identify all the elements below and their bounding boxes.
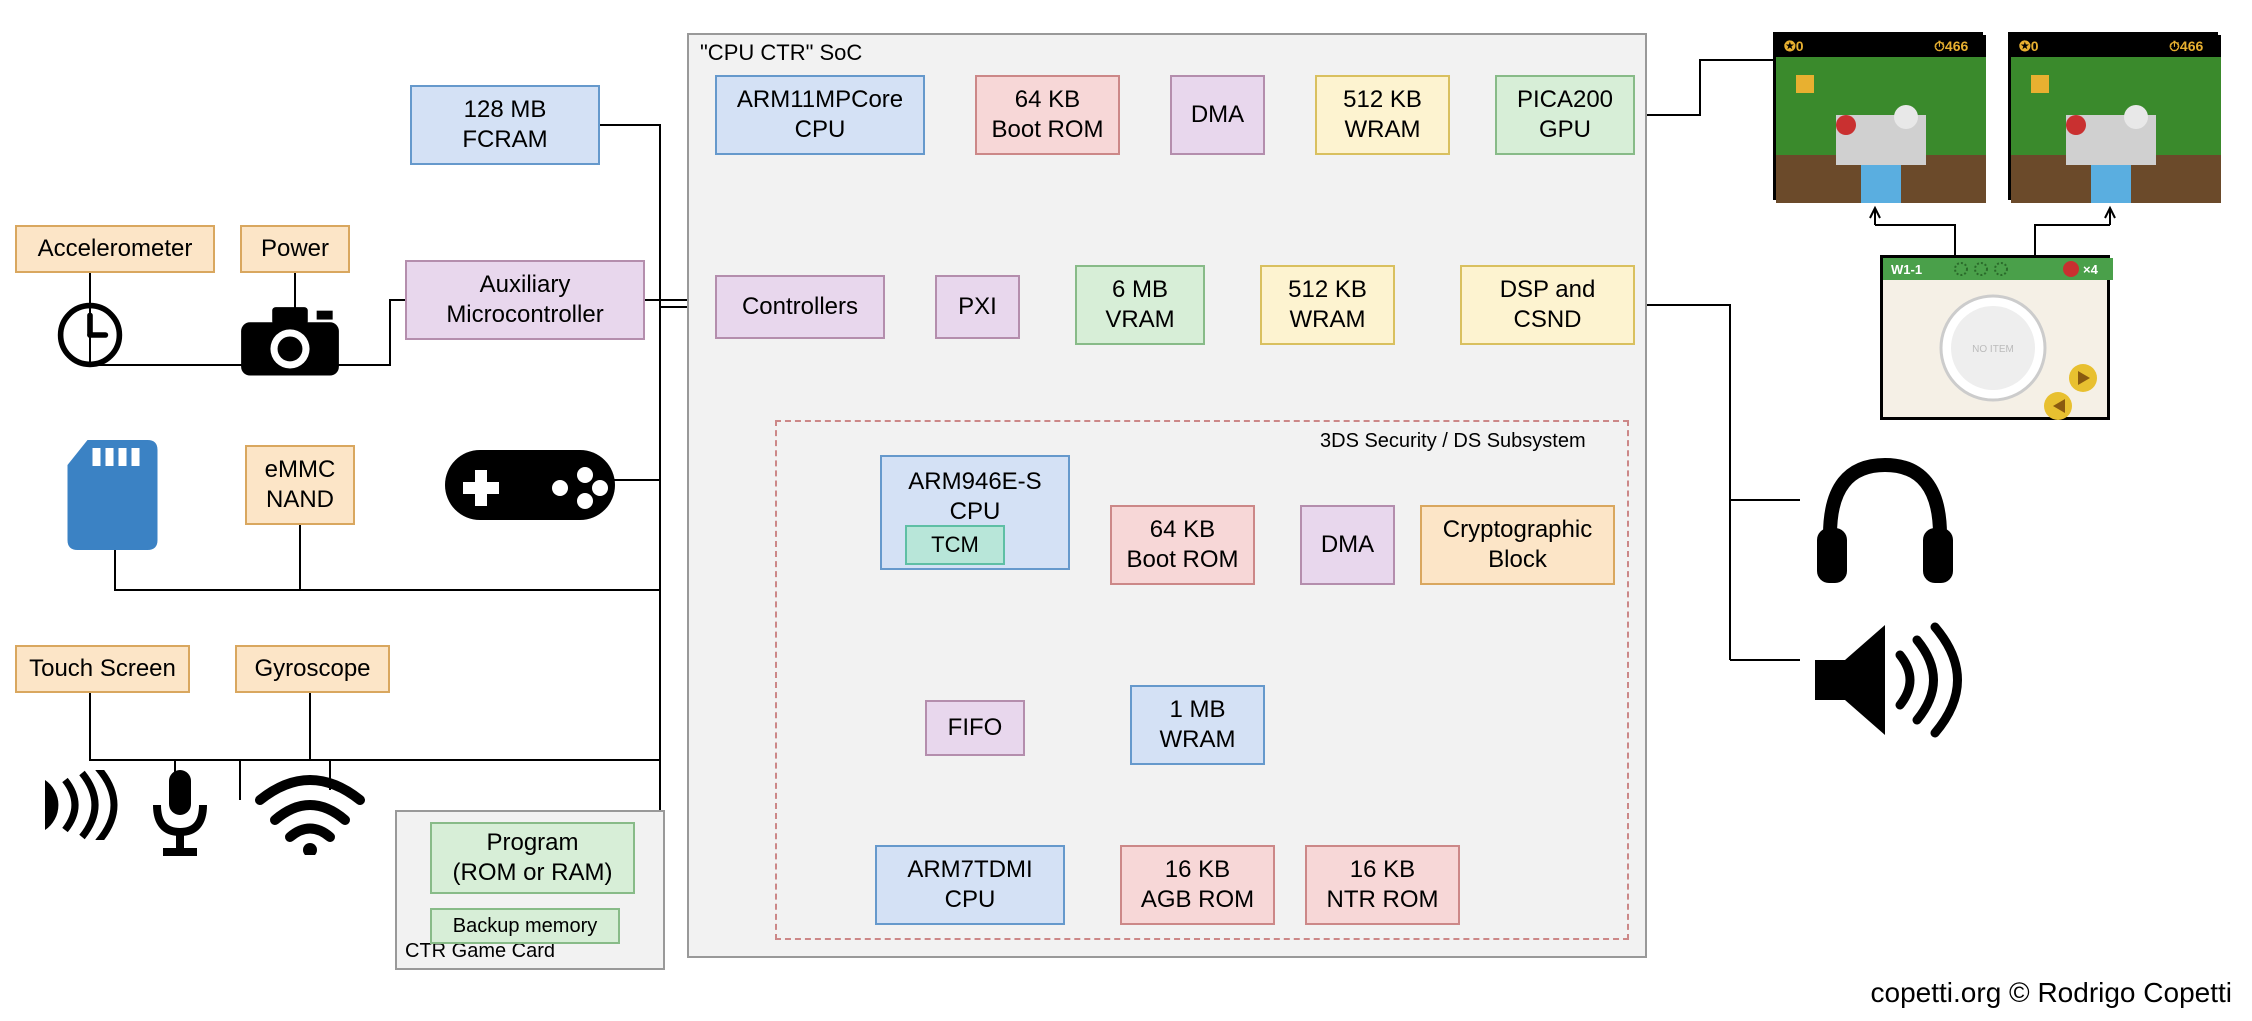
svg-text:W1-1: W1-1 [1891, 262, 1922, 277]
node-wram1m: 1 MB WRAM [1130, 685, 1265, 765]
svg-text:⏱466: ⏱466 [2169, 38, 2203, 54]
wifi-icon [255, 775, 365, 855]
svg-text:⏱466: ⏱466 [1934, 38, 1968, 54]
node-emmc: eMMC NAND [245, 445, 355, 525]
group-security-label: 3DS Security / DS Subsystem [1320, 430, 1586, 453]
node-dma1: DMA [1170, 75, 1265, 155]
sd-card-icon [65, 440, 160, 550]
top-screen-right: ⏱466 ✪0 [2008, 32, 2218, 200]
bottom-screen: W1-1 ×4 NO ITEM [1880, 255, 2110, 420]
node-boot64a: 64 KB Boot ROM [975, 75, 1120, 155]
node-vram: 6 MB VRAM [1075, 265, 1205, 345]
node-fcram: 128 MB FCRAM [410, 85, 600, 165]
node-pxi: PXI [935, 275, 1020, 339]
node-accel: Accelerometer [15, 225, 215, 273]
node-dma2: DMA [1300, 505, 1395, 585]
node-ntr: 16 KB NTR ROM [1305, 845, 1460, 925]
svg-text:✪0: ✪0 [1784, 38, 1804, 54]
node-power: Power [240, 225, 350, 273]
clock-icon [55, 300, 125, 370]
node-program: Program (ROM or RAM) [430, 822, 635, 894]
node-wram512b: 512 KB WRAM [1260, 265, 1395, 345]
gamepad-icon [445, 440, 615, 530]
node-dsp: DSP and CSND [1460, 265, 1635, 345]
node-gyro: Gyroscope [235, 645, 390, 693]
top-screen-left: ⏱466 ✪0 [1773, 32, 1983, 200]
group-soc-label: "CPU CTR" SoC [700, 40, 862, 66]
svg-text:NO ITEM: NO ITEM [1972, 344, 2014, 355]
svg-text:✪0: ✪0 [2019, 38, 2039, 54]
node-touch: Touch Screen [15, 645, 190, 693]
node-ctrl: Controllers [715, 275, 885, 339]
mic-icon [145, 770, 215, 860]
speaker-icon [1805, 615, 1975, 745]
node-backup: Backup memory [430, 908, 620, 944]
node-arm7: ARM7TDMI CPU [875, 845, 1065, 925]
headphones-icon [1805, 450, 1965, 590]
node-aux: Auxiliary Microcontroller [405, 260, 645, 340]
node-arm11: ARM11MPCore CPU [715, 75, 925, 155]
node-tcm: TCM [905, 525, 1005, 565]
node-crypto: Cryptographic Block [1420, 505, 1615, 585]
ir-icon [30, 770, 120, 840]
node-boot64b: 64 KB Boot ROM [1110, 505, 1255, 585]
node-agb: 16 KB AGB ROM [1120, 845, 1275, 925]
node-fifo: FIFO [925, 700, 1025, 756]
node-gpu: PICA200 GPU [1495, 75, 1635, 155]
credit-text: copetti.org © Rodrigo Copetti [1871, 977, 2232, 1009]
svg-text:×4: ×4 [2083, 262, 2099, 277]
node-wram512a: 512 KB WRAM [1315, 75, 1450, 155]
camera-icon [235, 300, 345, 380]
